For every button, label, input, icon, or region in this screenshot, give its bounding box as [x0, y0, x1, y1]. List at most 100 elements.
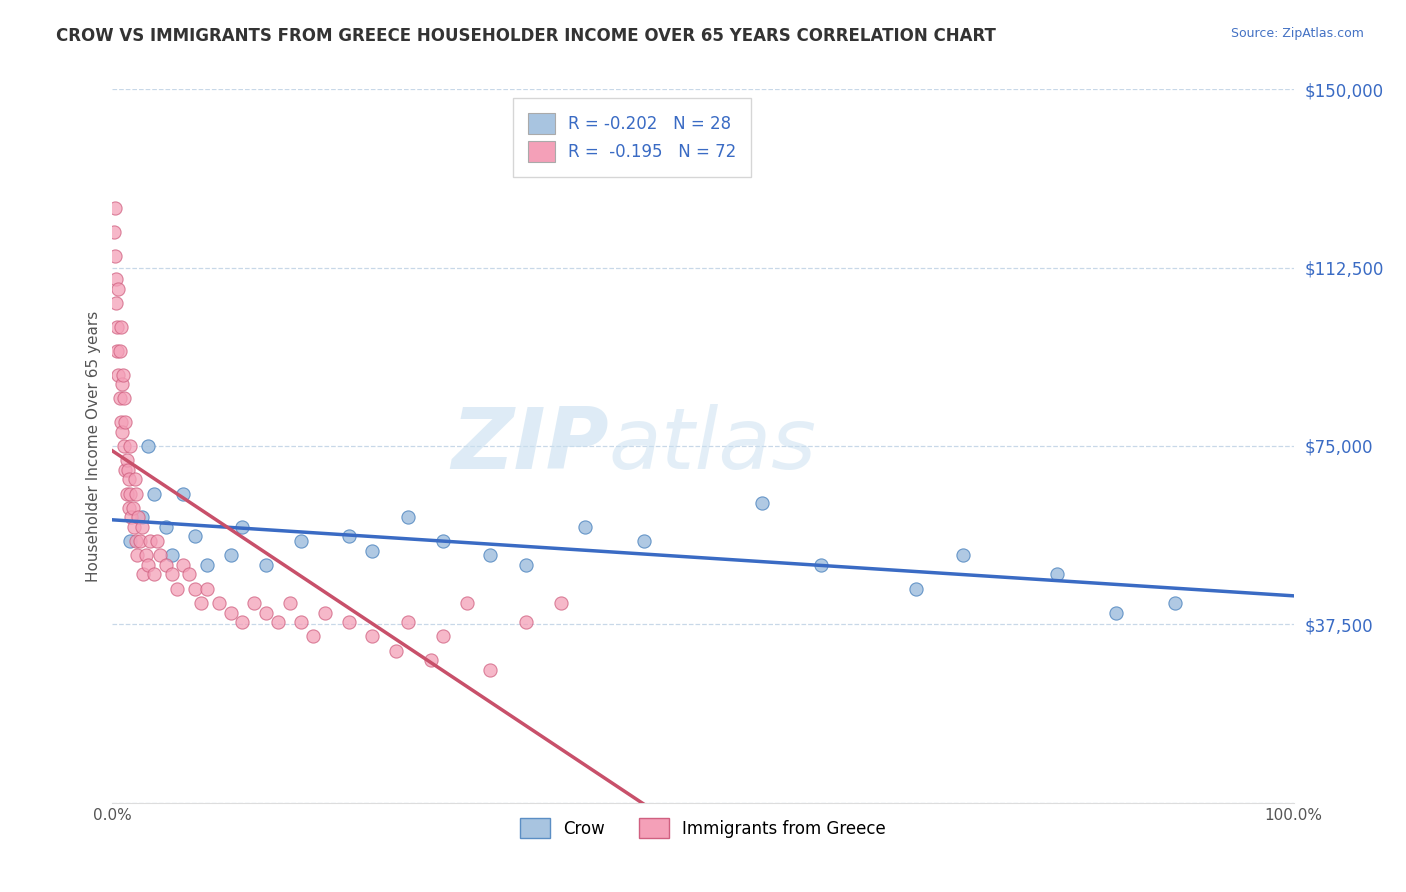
Point: [131, 510, 153, 524]
Point: [110, 415, 132, 429]
Point: [290, 615, 312, 629]
Point: [267, 615, 290, 629]
Point: [479, 663, 502, 677]
Text: CROW VS IMMIGRANTS FROM GREECE HOUSEHOLDER INCOME OVER 65 YEARS CORRELATION CHAR: CROW VS IMMIGRANTS FROM GREECE HOUSEHOLD…: [56, 27, 995, 45]
Text: Source: ZipAtlas.com: Source: ZipAtlas.com: [1230, 27, 1364, 40]
Point: [396, 615, 419, 629]
Point: [179, 567, 201, 582]
Point: [337, 529, 360, 543]
Point: [142, 486, 165, 500]
Point: [361, 629, 384, 643]
Point: [254, 558, 277, 572]
Point: [108, 343, 131, 358]
Point: [120, 534, 142, 549]
Point: [160, 567, 183, 582]
Point: [110, 320, 132, 334]
Point: [146, 534, 169, 549]
Point: [420, 653, 443, 667]
Point: [952, 549, 974, 563]
Point: [208, 596, 231, 610]
Point: [456, 596, 478, 610]
Point: [633, 534, 655, 549]
Point: [107, 282, 129, 296]
Point: [142, 567, 165, 582]
Point: [184, 529, 207, 543]
Point: [166, 582, 188, 596]
Point: [127, 510, 149, 524]
Point: [515, 615, 537, 629]
Point: [115, 453, 138, 467]
Point: [337, 615, 360, 629]
Point: [432, 629, 454, 643]
Point: [112, 368, 135, 382]
Point: [184, 582, 207, 596]
Point: [105, 296, 128, 310]
Point: [121, 500, 143, 515]
Point: [104, 249, 127, 263]
Point: [132, 567, 155, 582]
Point: [195, 558, 218, 572]
Point: [131, 520, 153, 534]
Point: [1105, 606, 1128, 620]
Point: [302, 629, 325, 643]
Point: [136, 558, 159, 572]
Point: [314, 606, 336, 620]
Legend: Crow, Immigrants from Greece: Crow, Immigrants from Greece: [508, 805, 898, 852]
Point: [115, 486, 138, 500]
Point: [396, 510, 419, 524]
Point: [112, 439, 135, 453]
Point: [231, 615, 253, 629]
Point: [125, 534, 148, 549]
Point: [190, 596, 212, 610]
Point: [479, 549, 502, 563]
Text: ZIP: ZIP: [451, 404, 609, 488]
Point: [117, 463, 139, 477]
Point: [160, 549, 183, 563]
Point: [155, 558, 177, 572]
Point: [135, 549, 157, 563]
Point: [105, 272, 128, 286]
Point: [114, 415, 136, 429]
Point: [114, 463, 136, 477]
Point: [172, 558, 194, 572]
Point: [550, 596, 572, 610]
Point: [231, 520, 253, 534]
Point: [515, 558, 537, 572]
Point: [361, 543, 384, 558]
Point: [105, 343, 128, 358]
Point: [107, 368, 129, 382]
Y-axis label: Householder Income Over 65 years: Householder Income Over 65 years: [86, 310, 101, 582]
Point: [103, 225, 125, 239]
Point: [136, 439, 159, 453]
Point: [432, 534, 454, 549]
Point: [118, 472, 141, 486]
Point: [810, 558, 832, 572]
Point: [104, 201, 127, 215]
Point: [155, 520, 177, 534]
Point: [112, 392, 135, 406]
Point: [290, 534, 312, 549]
Point: [278, 596, 301, 610]
Point: [254, 606, 277, 620]
Point: [195, 582, 218, 596]
Point: [118, 500, 141, 515]
Text: atlas: atlas: [609, 404, 817, 488]
Point: [124, 472, 146, 486]
Point: [120, 439, 142, 453]
Point: [125, 486, 148, 500]
Point: [105, 320, 128, 334]
Point: [127, 549, 149, 563]
Point: [219, 549, 242, 563]
Point: [128, 534, 150, 549]
Point: [243, 596, 266, 610]
Point: [1164, 596, 1187, 610]
Point: [111, 425, 134, 439]
Point: [574, 520, 596, 534]
Point: [120, 510, 142, 524]
Point: [751, 496, 773, 510]
Point: [149, 549, 172, 563]
Point: [120, 486, 142, 500]
Point: [219, 606, 242, 620]
Point: [122, 520, 145, 534]
Point: [1046, 567, 1069, 582]
